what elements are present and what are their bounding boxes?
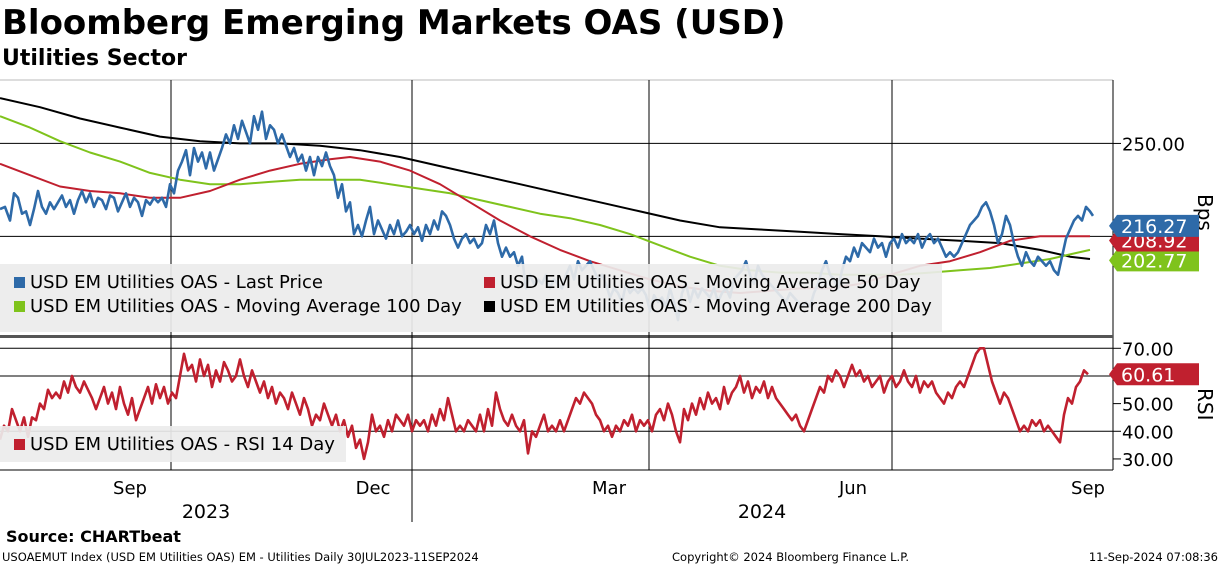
y-tick-label: 250.00 (1122, 134, 1185, 155)
legend-label: USD EM Utilities OAS - Moving Average 10… (30, 296, 462, 317)
chart-subtitle: Utilities Sector (2, 46, 188, 71)
index-info: USOAEMUT Index (USD EM Utilities OAS) EM… (2, 550, 479, 564)
last-value-label: 202.77 (1121, 250, 1187, 272)
y-tick-label: 70.00 (1122, 339, 1174, 360)
series-moving-average-100-day (0, 115, 1091, 276)
series-rsi-14-day (0, 347, 1089, 461)
legend-layer: USD EM Utilities OAS - Last Price USD EM … (0, 264, 942, 462)
legend-label: USD EM Utilities OAS - Moving Average 20… (500, 296, 932, 317)
legend-box-rsi (0, 426, 346, 462)
last-value-flag-bg (1109, 249, 1199, 272)
last-value-flag: 60.61 (1109, 363, 1199, 386)
last-value-flag-bg (1109, 363, 1199, 386)
legend-swatch (14, 277, 25, 288)
legend-label: USD EM Utilities OAS - Last Price (30, 272, 323, 293)
last-value-flag: 202.77 (1109, 249, 1199, 272)
legend-swatch (14, 301, 25, 312)
x-tick-label: Sep (113, 478, 147, 499)
y-tick-label: 30.00 (1122, 450, 1174, 471)
y-tick-label: 50.00 (1122, 395, 1174, 416)
last-value-label: 216.27 (1121, 216, 1187, 238)
timestamp: 11-Sep-2024 07:08:36 (1088, 550, 1218, 564)
legend-label: USD EM Utilities OAS - RSI 14 Day (30, 434, 335, 455)
x-tick-label: Mar (592, 478, 627, 499)
x-tick-label: Sep (1071, 478, 1105, 499)
legend-box-price (0, 264, 942, 332)
y-tick-label: 40.00 (1122, 422, 1174, 443)
legend-swatch (484, 301, 495, 312)
x-tick-label: Jun (838, 478, 867, 499)
last-value-flag: 216.27 (1109, 214, 1199, 238)
legend-label: USD EM Utilities OAS - Moving Average 50… (500, 272, 921, 293)
x-year-label: 2024 (738, 501, 786, 523)
axis-layer: 250.0070.0050.0040.0030.00BpsRSI202.7720… (113, 134, 1217, 523)
source-note: Source: CHARTbeat (6, 527, 181, 546)
legend-swatch (14, 439, 25, 450)
x-year-label: 2023 (182, 501, 230, 523)
last-value-flag-bg (1109, 214, 1199, 237)
chart-title: Bloomberg Emerging Markets OAS (USD) (2, 3, 786, 43)
legend-swatch (484, 277, 495, 288)
last-value-label: 60.61 (1121, 364, 1175, 386)
copyright: Copyright© 2024 Bloomberg Finance L.P. (672, 550, 909, 564)
series-moving-average-200-day (0, 97, 1091, 260)
x-tick-label: Dec (356, 478, 391, 499)
y-axis-title: RSI (1193, 388, 1217, 421)
